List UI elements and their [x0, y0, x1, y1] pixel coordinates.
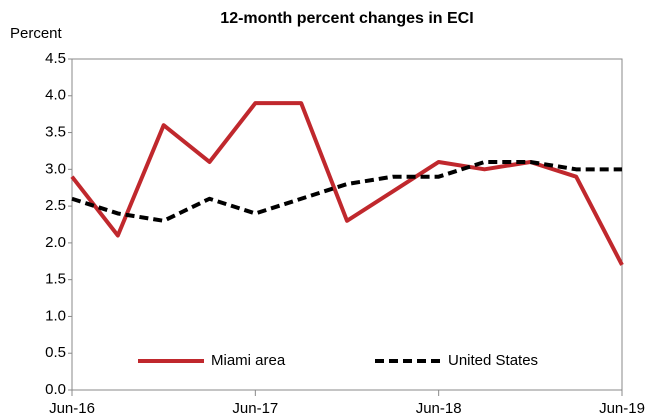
y-tick-label: 1.5	[45, 271, 66, 288]
x-tick-label: Jun-18	[416, 400, 462, 417]
plot-frame	[71, 58, 623, 391]
y-tick-label: 3.5	[45, 124, 66, 141]
y-tick-label: 4.0	[45, 87, 66, 104]
legend-label: United States	[448, 352, 538, 369]
y-tick-label: 2.5	[45, 197, 66, 214]
series-line	[70, 101, 624, 266]
y-axis-label: Percent	[10, 25, 63, 42]
x-tick-label: Jun-16	[49, 400, 95, 417]
y-tick-label: 0.0	[45, 381, 66, 398]
y-tick-label: 3.0	[45, 160, 66, 177]
chart-title: 12-month percent changes in ECI	[220, 10, 473, 27]
y-tick-label: 2.0	[45, 234, 66, 251]
x-tick-label: Jun-19	[599, 400, 645, 417]
series-line	[71, 159, 622, 223]
legend-label: Miami area	[211, 352, 286, 369]
x-tick-label: Jun-17	[232, 400, 278, 417]
y-tick-label: 4.5	[45, 50, 66, 67]
y-tick-label: 0.5	[45, 344, 66, 361]
y-tick-label: 1.0	[45, 307, 66, 324]
